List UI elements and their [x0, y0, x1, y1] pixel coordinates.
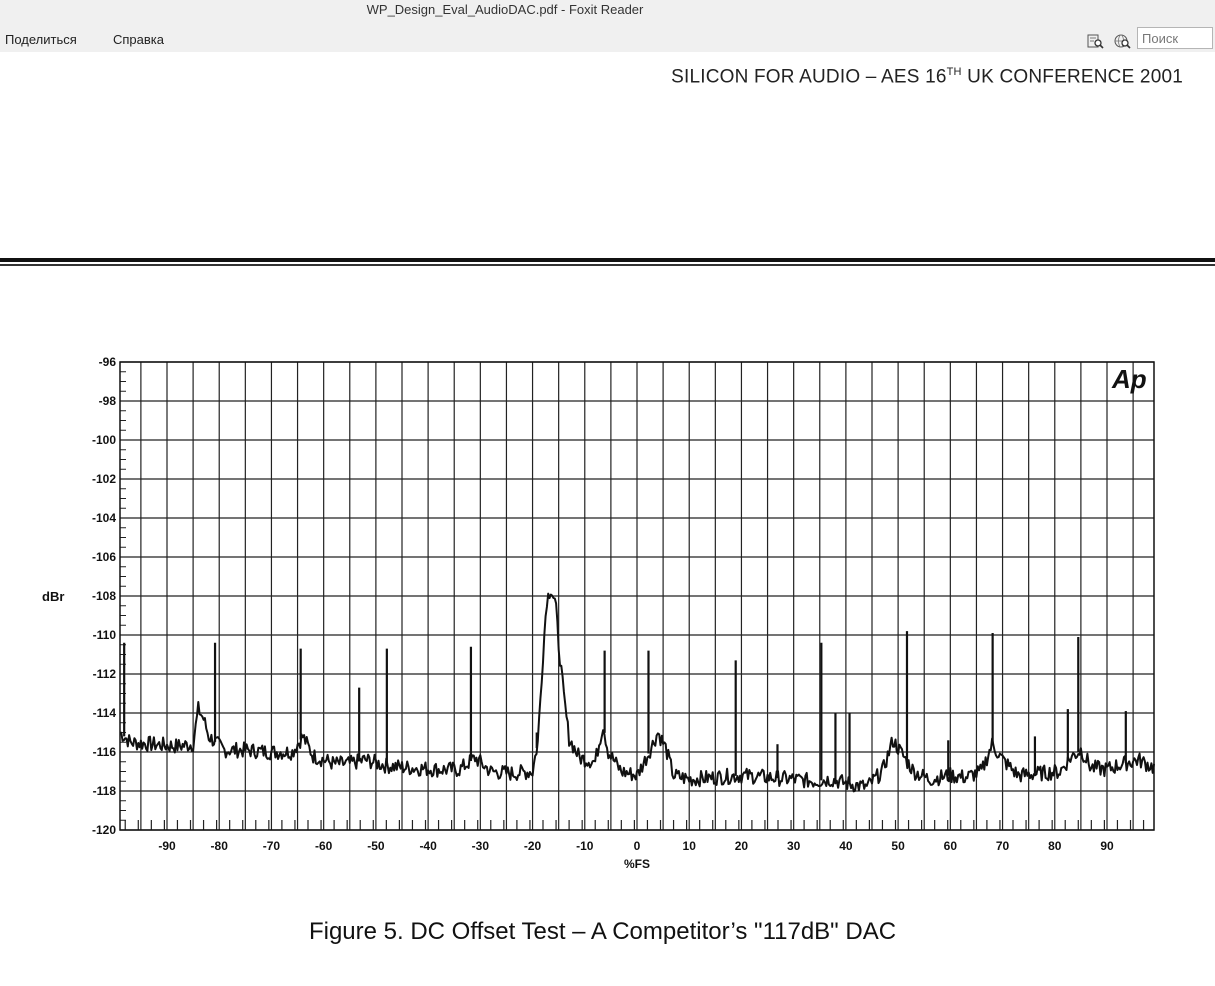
header-rule-thin — [0, 264, 1215, 266]
menu-share[interactable]: Поделиться — [5, 32, 77, 47]
figure-caption: Figure 5. DC Offset Test – A Competitor’… — [308, 918, 897, 945]
window-title: WP_Design_Eval_AudioDAC.pdf - Foxit Read… — [366, 2, 644, 17]
pdf-page: SILICON FOR AUDIO – AES 16TH UK CONFEREN… — [0, 52, 1215, 986]
menu-bar: Поделиться Справка — [0, 22, 1215, 52]
header-text-main: SILICON FOR AUDIO – AES 16 — [671, 66, 947, 88]
find-in-document-icon[interactable] — [1087, 33, 1105, 49]
menu-help[interactable]: Справка — [113, 32, 164, 47]
title-bar: WP_Design_Eval_AudioDAC.pdf - Foxit Read… — [0, 0, 1215, 22]
header-superscript: TH — [946, 66, 962, 78]
header-text-rest: UK CONFERENCE 2001 — [961, 66, 1183, 88]
page-header: SILICON FOR AUDIO – AES 16TH UK CONFEREN… — [671, 66, 1183, 88]
header-rule — [0, 258, 1215, 262]
web-search-icon[interactable] — [1114, 33, 1132, 49]
search-input[interactable] — [1137, 27, 1213, 49]
